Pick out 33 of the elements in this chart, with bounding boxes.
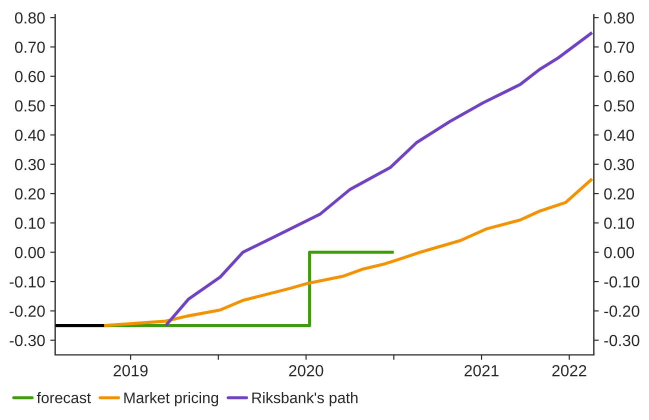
- y2-tick-label: 0.40: [604, 130, 634, 141]
- y-tick-label: 0.50: [14, 100, 45, 112]
- x-tick-label: 2022: [552, 365, 586, 376]
- y-tick-label: -0.10: [10, 276, 45, 288]
- y2-tick-label: 0.00: [604, 246, 634, 258]
- y2-tick-label: -0.20: [604, 306, 640, 317]
- y-tick-label: 0.80: [14, 12, 45, 24]
- x-tick-label: 2020: [289, 365, 324, 376]
- x-tick-label: 2019: [114, 365, 148, 376]
- y-tick-label: 0.60: [14, 70, 45, 82]
- y2-tick-label: 0.60: [604, 70, 634, 82]
- x-tick-label: 2021: [464, 365, 499, 376]
- y-tick-label: 0.40: [14, 130, 45, 141]
- legend-label: forecast: [36, 392, 91, 404]
- y2-tick-label: 0.10: [604, 218, 634, 229]
- y2-tick-label: 0.70: [604, 42, 634, 53]
- legend-label: Market pricing: [124, 392, 218, 406]
- y-tick-label: 0.70: [14, 42, 45, 53]
- line-series: [164, 31, 594, 328]
- y2-tick-label: 0.20: [604, 188, 634, 200]
- y2-tick-label: 0.50: [604, 100, 634, 112]
- legend-label: Riksbank's path: [252, 392, 358, 406]
- y-tick-label: 0.00: [14, 246, 45, 258]
- y-tick-label: 0.20: [14, 188, 45, 200]
- y2-tick-label: 0.80: [604, 12, 634, 24]
- y2-tick-label: 0.30: [604, 158, 634, 170]
- y2-tick-label: -0.10: [604, 276, 640, 288]
- y-tick-label: -0.20: [10, 306, 45, 317]
- y-tick-label: -0.30: [10, 334, 45, 346]
- line-series: [102, 177, 594, 328]
- y-tick-label: 0.10: [14, 218, 45, 229]
- y2-tick-label: -0.30: [604, 334, 640, 346]
- y-tick-label: 0.30: [14, 158, 45, 170]
